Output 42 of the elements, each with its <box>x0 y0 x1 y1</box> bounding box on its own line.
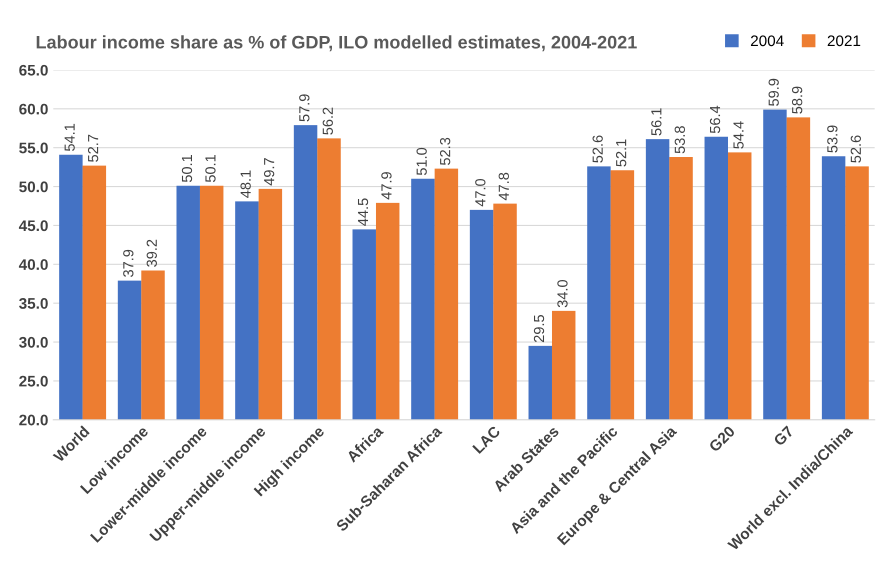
data-label: 52.3 <box>440 138 450 165</box>
y-tick-label: 50.0 <box>19 181 48 192</box>
y-tick-label: 30.0 <box>19 336 48 348</box>
data-label: 59.9 <box>768 78 779 106</box>
data-label: 52.6 <box>850 136 861 163</box>
x-tick-label: G20 <box>708 425 736 453</box>
y-tick-label: 45.0 <box>18 220 48 232</box>
y-tick-label: 25.0 <box>19 376 48 387</box>
data-label: 39.2 <box>146 240 157 267</box>
legend-label: 2021 <box>828 35 860 46</box>
y-tick-label: 55.0 <box>19 142 48 154</box>
y-tick-label: 20.0 <box>19 414 48 426</box>
data-label: 37.9 <box>123 250 134 277</box>
data-label: 52.1 <box>616 139 626 167</box>
data-label: 34.0 <box>557 280 568 308</box>
data-label: 56.2 <box>322 108 333 135</box>
data-label: 48.1 <box>240 170 251 198</box>
data-label: 51.0 <box>416 148 427 176</box>
data-label: 47.0 <box>475 178 486 206</box>
data-label: 56.4 <box>710 106 720 134</box>
data-label: 29.5 <box>534 315 544 342</box>
data-label: 54.1 <box>64 124 75 151</box>
data-label: 52.7 <box>88 134 98 162</box>
data-label: 54.4 <box>733 121 744 149</box>
data-label: 50.1 <box>182 155 192 182</box>
data-label: 49.7 <box>264 158 274 186</box>
y-tick-label: 60.0 <box>19 104 48 115</box>
legend-label: 2004 <box>750 35 784 46</box>
data-label: 50.1 <box>205 155 216 182</box>
data-label: 53.8 <box>674 126 685 154</box>
data-label: 52.6 <box>592 136 603 163</box>
data-label: 56.1 <box>651 108 662 136</box>
data-label: 47.8 <box>498 172 509 200</box>
data-label: 47.9 <box>381 172 392 200</box>
data-label: 53.9 <box>827 125 838 153</box>
y-tick-label: 35.0 <box>19 298 48 309</box>
data-label: 58.9 <box>792 86 802 114</box>
chart-title: Labour income share as % of GDP, ILO modelled estimates, 2004-2021 <box>36 35 637 52</box>
data-label: 57.9 <box>299 94 310 122</box>
data-label: 44.5 <box>358 198 368 226</box>
y-tick-label: 40.0 <box>18 259 48 270</box>
y-tick-label: 65.0 <box>19 64 48 76</box>
